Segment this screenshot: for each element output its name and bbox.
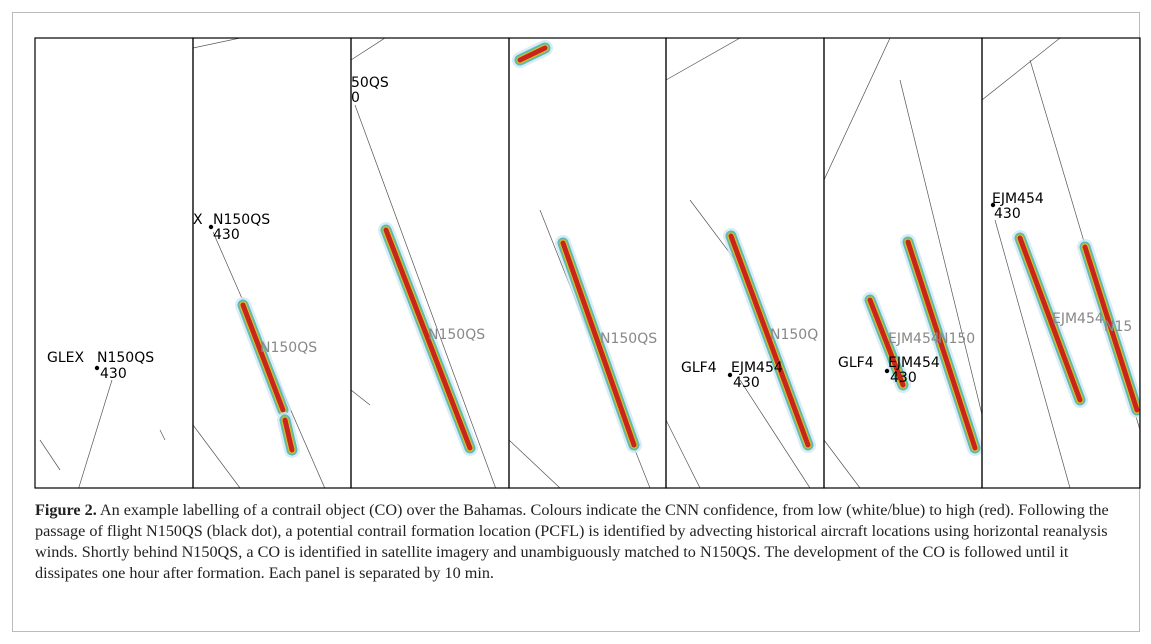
flight-track [509,439,561,488]
panel: N150QS [509,40,657,488]
track-label: N150 [938,331,975,347]
flight-track [994,219,1071,488]
track-label: N15 [1104,319,1132,335]
aircraft-dot [727,372,733,378]
flight-label: 430 [994,206,1021,222]
track-label: EJM454 [1052,311,1104,327]
flight-label: 430 [733,375,760,391]
flight-label: 430 [100,366,127,382]
flight-track [666,419,701,488]
contrail [867,297,906,388]
flight-label: EJM454 [888,355,940,371]
flight-track [351,389,371,406]
track-label: N150Q [770,327,818,343]
aircraft-dot [884,368,890,374]
flight-track [39,439,61,471]
flight-label: N150QS [213,212,270,228]
caption-label: Figure 2. [35,501,97,519]
panel-border [34,37,194,489]
flight-label: GLF4 [681,360,717,376]
flight-label: 430 [213,227,240,243]
contrail [517,45,548,63]
flight-track [351,38,386,61]
flight-label: 50QS [351,75,389,91]
track-label: EJM454 [888,331,940,347]
flight-track [159,429,166,441]
flight-label: EJM454 [731,360,783,376]
flight-label: X [193,212,203,228]
flight-track [982,38,1061,101]
contrail [728,233,811,448]
caption-text: An example labelling of a contrail objec… [35,501,1109,582]
aircraft-dot [990,202,996,208]
flight-label: 430 [890,370,917,386]
flight-track [78,379,113,488]
track-label: N150QS [428,327,485,343]
flight-track [193,38,241,49]
panel-border [192,37,352,489]
caption: Figure 2. An example labelling of a cont… [35,500,1125,584]
panel-border [981,37,1141,489]
contrail [282,417,295,453]
contrail [240,302,286,413]
flight-track [666,38,741,81]
contrail [560,240,637,448]
aircraft-dot [94,365,100,371]
panel-border [508,37,667,489]
flight-track [899,79,982,417]
flight-track [689,199,736,261]
contrail [1017,235,1083,403]
contrail [383,227,473,451]
flight-label: GLF4 [838,355,874,371]
track-label: N150QS [260,340,317,356]
flight-track [824,439,861,488]
contrail [1082,244,1140,413]
track-label: N150QS [600,331,657,347]
flight-track [824,38,891,181]
flight-label: GLEX [47,350,84,366]
flight-label: EJM454 [992,191,1044,207]
flight-track [739,379,811,488]
flight-track [354,104,496,488]
contrail [905,239,978,451]
flight-track [193,424,241,488]
flight-label: 0 [351,90,360,106]
flight-label: N150QS [97,350,154,366]
panel-border [350,37,510,489]
aircraft-dot [208,224,214,230]
